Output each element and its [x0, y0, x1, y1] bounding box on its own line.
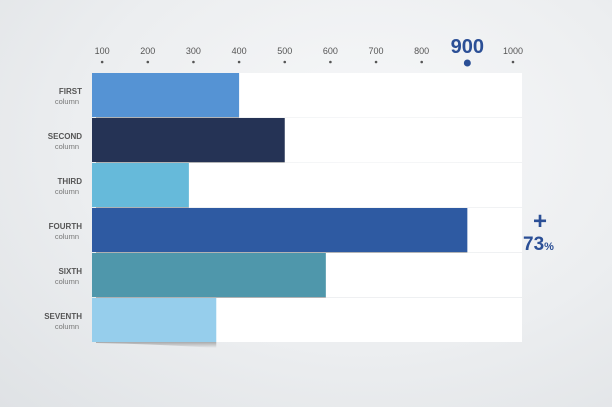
tick-label: 300: [186, 46, 201, 56]
category-sublabel: column: [55, 97, 79, 106]
category-label-sixth: SIXTH: [58, 267, 82, 276]
category-sublabel: column: [55, 187, 79, 196]
tick-label: 800: [414, 46, 429, 56]
annotation-group: + 73%: [523, 208, 554, 255]
category-label-third: THIRD: [58, 177, 83, 186]
category-labels: FIRSTcolumnSECONDcolumnTHIRDcolumnFOURTH…: [44, 87, 82, 331]
bar-shadow: [96, 342, 217, 348]
bar-fourth: [92, 208, 468, 252]
category-label-seventh: SEVENTH: [44, 312, 82, 321]
category-label-fourth: FOURTH: [49, 222, 83, 231]
annotation-unit: %: [544, 241, 554, 253]
tick-dot: [283, 60, 287, 64]
tick-dot: [420, 60, 424, 64]
bar-second: [92, 118, 285, 162]
tick-dot: [146, 60, 150, 64]
annotation-number: 73: [523, 234, 544, 255]
tick-label: 1000: [503, 46, 523, 56]
category-sublabel: column: [55, 322, 79, 331]
tick-dot: [329, 60, 332, 64]
tick-dot: [374, 60, 378, 64]
tick-label: 500: [277, 46, 292, 56]
bar-first: [92, 73, 240, 117]
tick-label: 700: [369, 46, 384, 56]
bar-third: [92, 163, 189, 207]
annotation-plus-icon: +: [533, 208, 547, 235]
tick-dot: [100, 60, 104, 64]
category-label-second: SECOND: [48, 132, 82, 141]
annotation-value: 73%: [523, 234, 554, 255]
tick-dot: [237, 60, 241, 64]
category-label-first: FIRST: [59, 87, 82, 96]
tick-label: 400: [232, 46, 247, 56]
tick-dot: [192, 60, 195, 64]
tick-dot: [511, 60, 515, 64]
x-axis-ticks: 100 200 300 400 500 600 700 800 900 1000: [95, 36, 523, 67]
tick-dot-highlighted: [463, 59, 471, 67]
bar-seventh: [92, 298, 217, 342]
tick-label-highlighted: 900: [451, 36, 484, 58]
tick-label: 600: [323, 46, 338, 56]
category-sublabel: column: [55, 232, 79, 241]
tick-label: 200: [140, 46, 155, 56]
category-sublabel: column: [55, 277, 79, 286]
tick-label: 100: [95, 46, 110, 56]
category-sublabel: column: [55, 142, 79, 151]
bar-sixth: [92, 253, 326, 297]
bars-group: [92, 73, 522, 348]
